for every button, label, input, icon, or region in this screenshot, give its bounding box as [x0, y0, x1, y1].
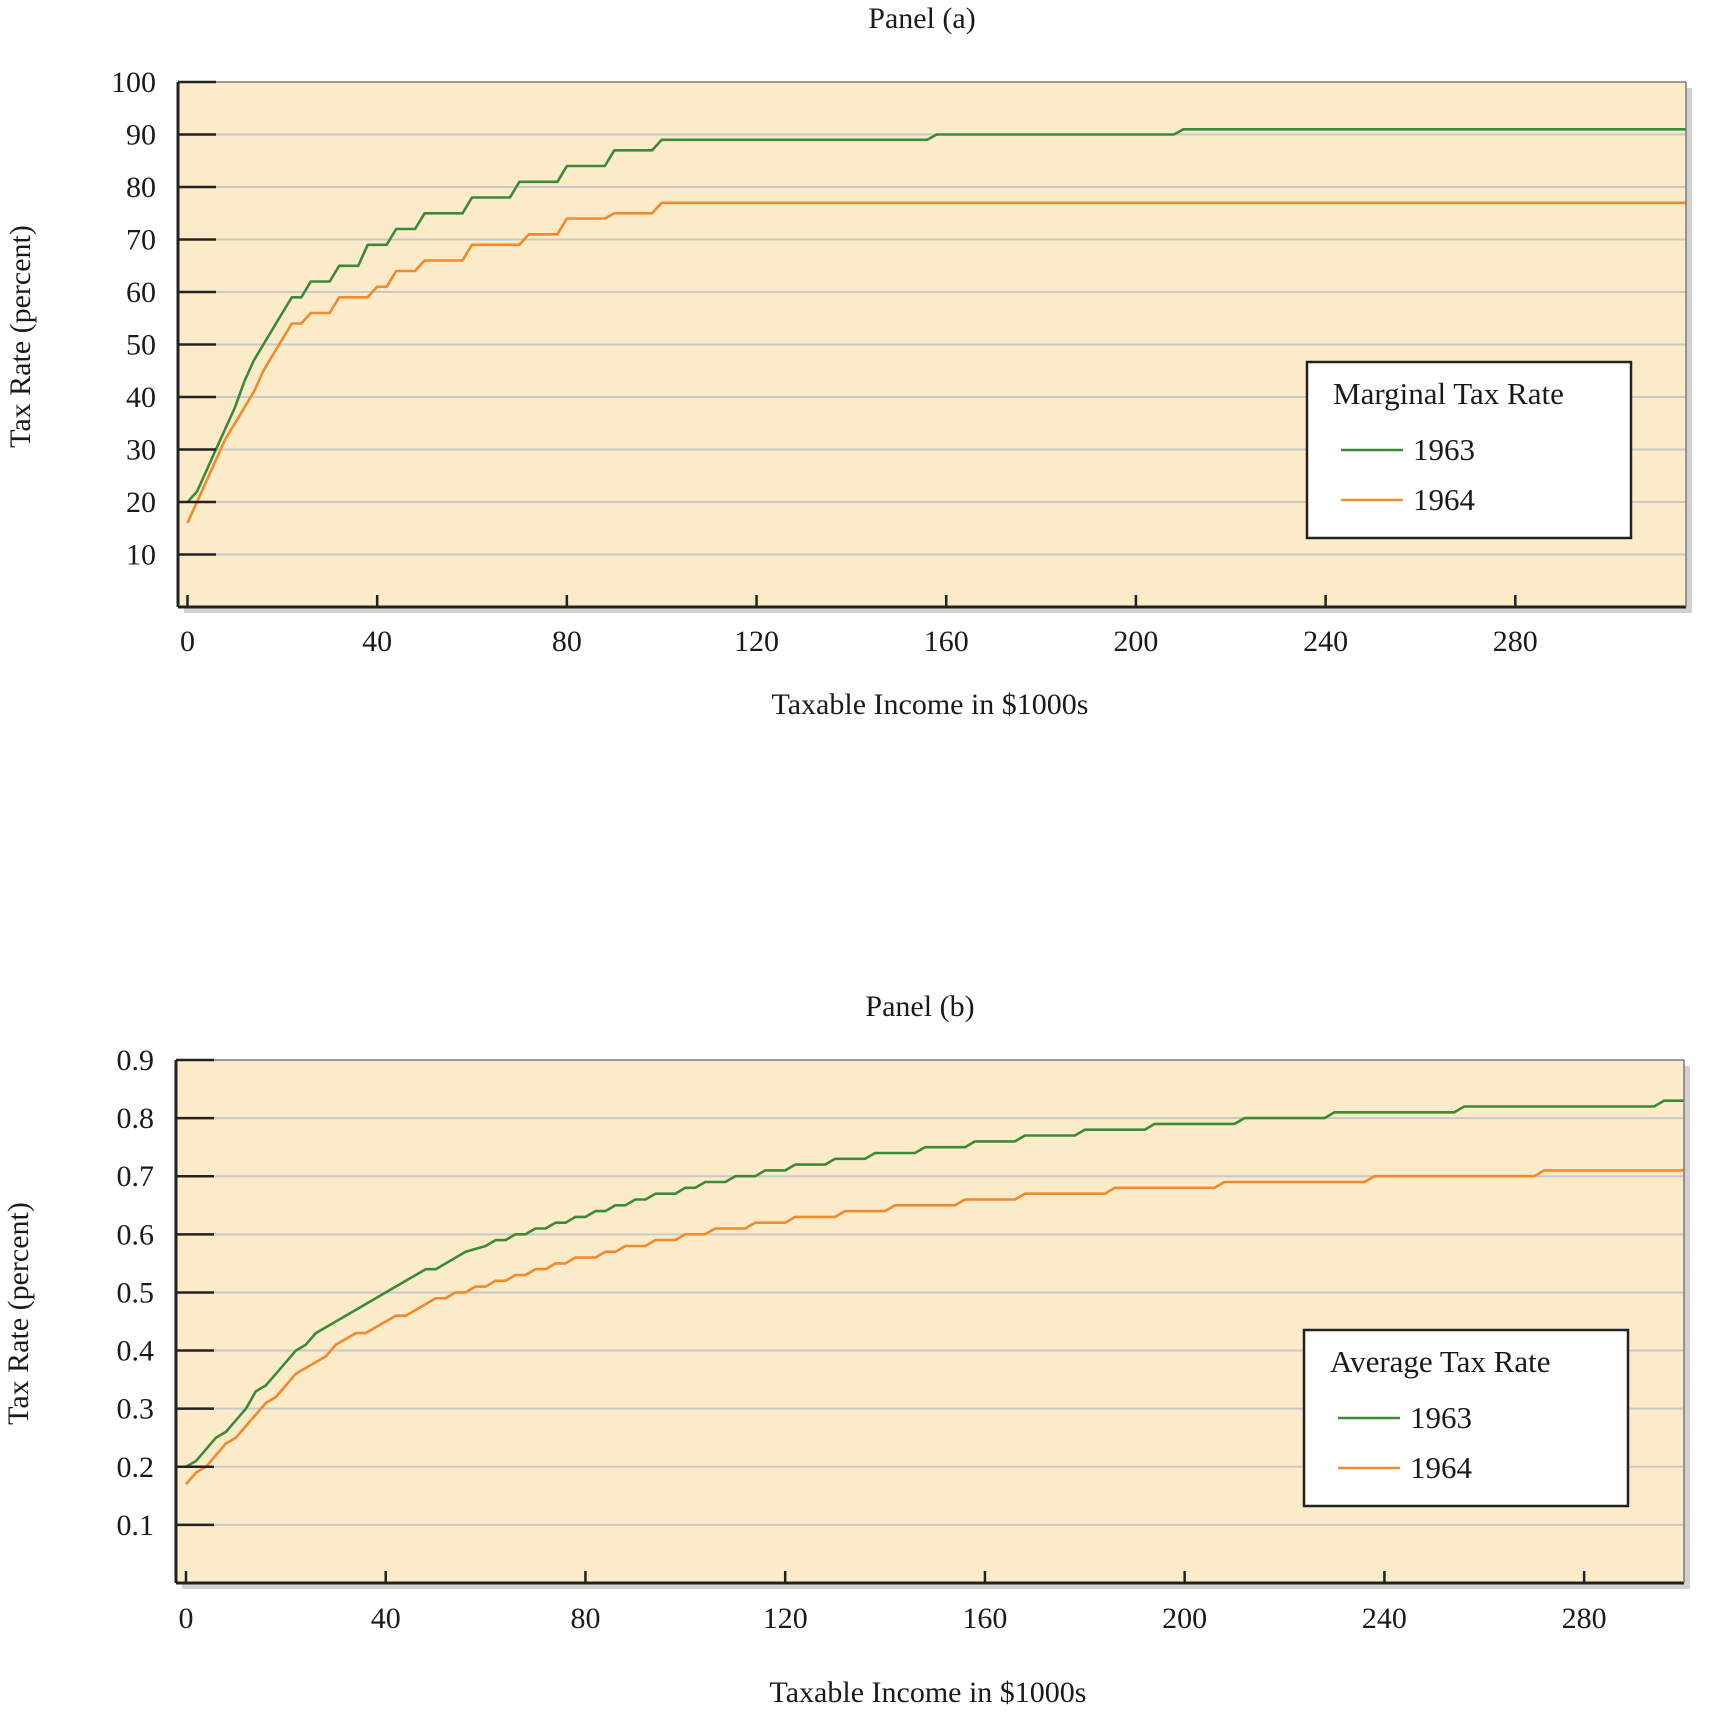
y-tick-label: 50: [126, 329, 156, 362]
legend-title: Marginal Tax Rate: [1333, 376, 1564, 411]
y-tick-label: 100: [111, 66, 156, 99]
x-tick-label: 40: [371, 1602, 401, 1635]
y-tick-label: 0.9: [117, 1044, 155, 1077]
y-tick-label: 0.8: [117, 1102, 155, 1135]
x-tick-label: 0: [178, 1602, 193, 1635]
series-line-1964: [185, 1169, 1684, 1486]
y-tick-label: 0.1: [117, 1509, 155, 1542]
y-tick-label: 0.4: [117, 1335, 155, 1368]
x-tick-label: 120: [734, 625, 779, 658]
panel-b: 0.1 0.2 0.3 0.4 0.5 0.6 0.7 0.8 0.9 0 40 80 120 160 20…: [2, 990, 1690, 1709]
x-axis-label: Taxable Income in $1000s: [770, 1676, 1087, 1709]
x-tick-label: 40: [362, 625, 392, 658]
y-tick-label: 30: [126, 434, 156, 467]
x-tick-label: 280: [1493, 625, 1538, 658]
panel-a: 10 20 30 40 50 60 70 80 90 100 0 40 80 120 160 200 240 28…: [4, 2, 1692, 721]
x-tick-label: 280: [1562, 1602, 1607, 1635]
panel-title: Panel (a): [868, 2, 975, 35]
y-tick-label: 0.3: [117, 1393, 155, 1426]
y-tick-label: 70: [126, 224, 156, 257]
legend-label-1964: 1964: [1413, 482, 1476, 517]
y-tick-label: 0.5: [117, 1276, 155, 1309]
y-tick-label: 40: [126, 381, 156, 414]
y-tick-label: 0.7: [117, 1160, 155, 1193]
x-tick-label: 80: [552, 625, 582, 658]
x-tick-label: 160: [924, 625, 969, 658]
series-line-1964: [186, 201, 1686, 524]
y-tick-label: 80: [126, 171, 156, 204]
y-tick-label: 90: [126, 119, 156, 152]
x-tick-label: 240: [1303, 625, 1348, 658]
x-tick-label: 80: [570, 1602, 600, 1635]
y-axis-label: Tax Rate (percent): [2, 1202, 35, 1425]
legend-label-1963: 1963: [1410, 1400, 1472, 1435]
x-tick-label: 240: [1362, 1602, 1407, 1635]
y-axis-label: Tax Rate (percent): [4, 225, 37, 448]
series-line-1963: [186, 128, 1686, 503]
y-tick-label: 10: [126, 539, 156, 572]
y-tick-label: 60: [126, 276, 156, 309]
x-tick-label: 200: [1162, 1602, 1207, 1635]
legend-label-1963: 1963: [1413, 432, 1475, 467]
y-tick-label: 0.6: [117, 1218, 155, 1251]
x-tick-label: 120: [763, 1602, 808, 1635]
legend: Average Tax Rate 1963 1964: [1302, 1328, 1630, 1508]
legend-label-1964: 1964: [1410, 1450, 1473, 1485]
y-tick-label: 20: [126, 486, 156, 519]
y-tick-label: 0.2: [117, 1451, 155, 1484]
panel-title: Panel (b): [865, 990, 974, 1023]
x-tick-label: 200: [1113, 625, 1158, 658]
legend: Marginal Tax Rate 1963 1964: [1305, 360, 1633, 540]
x-tick-label: 160: [962, 1602, 1007, 1635]
series-line-1963: [185, 1099, 1684, 1468]
x-axis-label: Taxable Income in $1000s: [772, 688, 1089, 721]
legend-title: Average Tax Rate: [1330, 1344, 1550, 1379]
x-tick-label: 0: [180, 625, 195, 658]
